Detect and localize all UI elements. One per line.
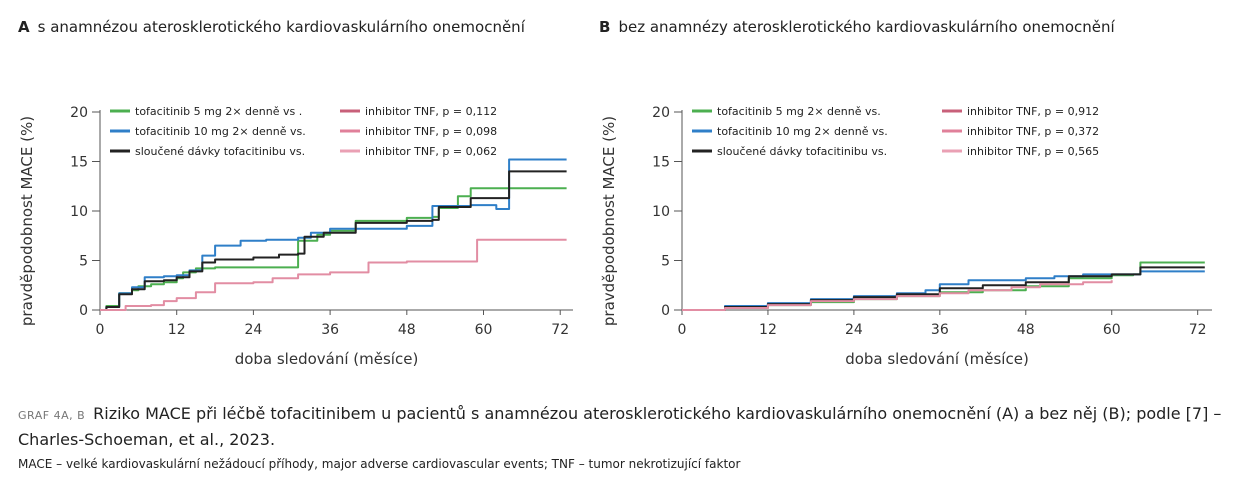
x-tick-label: 12 — [759, 322, 777, 338]
figure-caption: GRAF 4A, B Riziko MACE při léčbě tofaciti… — [18, 402, 1223, 452]
y-tick-label: 15 — [652, 155, 670, 171]
legend-label: tofacitinib 10 mg 2× denně vs. — [135, 125, 306, 138]
legend-label: inhibitor TNF, p = 0,098 — [365, 125, 497, 138]
x-tick-label: 36 — [931, 322, 949, 338]
panel-b-letter: B — [599, 18, 611, 36]
series-line-2 — [100, 158, 567, 311]
legend-label: inhibitor TNF, p = 0,112 — [365, 105, 497, 118]
legend-label: inhibitor TNF, p = 0,062 — [365, 145, 497, 158]
legend-label: inhibitor TNF, p = 0,912 — [967, 105, 1099, 118]
panel-a-title-text: s anamnézou aterosklerotického kardiovas… — [37, 18, 525, 36]
panel-b-title-text: bez anamnézy aterosklerotického kardiova… — [618, 18, 1115, 36]
series-line-2 — [682, 270, 1205, 311]
legend-label: tofacitinib 10 mg 2× denně vs. — [717, 125, 888, 138]
x-tick-label: 48 — [1017, 322, 1035, 338]
x-tick-label: 0 — [96, 322, 105, 338]
y-tick-label: 5 — [661, 254, 670, 270]
y-axis-label: pravděpodobnost MACE (%) — [600, 116, 618, 326]
y-tick-label: 10 — [652, 204, 670, 220]
x-axis-label: doba sledování (měsíce) — [845, 350, 1029, 368]
legend-label: inhibitor TNF, p = 0,372 — [967, 125, 1099, 138]
series-line-4 — [100, 238, 567, 311]
x-tick-label: 60 — [475, 322, 493, 338]
caption-tag: GRAF 4A, B — [18, 409, 86, 422]
x-tick-label: 12 — [168, 322, 186, 338]
y-axis-label: pravděpodobnost MACE (%) — [18, 116, 36, 326]
legend-label: sloučené dávky tofacitinibu vs. — [717, 145, 887, 158]
chart-a: 0 5 10 15 20 0 12 24 36 48 60 72 doba sledování (měs… — [18, 105, 573, 368]
y-tick-label: 5 — [79, 254, 88, 270]
x-tick-label: 48 — [398, 322, 416, 338]
legend-label: inhibitor TNF, p = 0,565 — [967, 145, 1099, 158]
panel-a-letter: A — [18, 18, 30, 36]
caption-text: Riziko MACE při léčbě tofacitinibem u pa… — [18, 404, 1222, 449]
x-tick-label: 72 — [1189, 322, 1207, 338]
series-line-4 — [682, 280, 1113, 311]
chart-b: 0 5 10 15 20 0 12 24 36 48 60 72 doba sledování (měs… — [600, 105, 1212, 368]
legend-label: tofacitinib 5 mg 2× denně vs . — [135, 105, 302, 118]
x-tick-label: 24 — [845, 322, 863, 338]
series-line-1 — [682, 261, 1205, 311]
x-tick-label: 24 — [244, 322, 262, 338]
series-line-3 — [100, 170, 567, 311]
x-tick-label: 36 — [321, 322, 339, 338]
y-tick-label: 0 — [661, 303, 670, 319]
x-axis-label: doba sledování (měsíce) — [235, 350, 419, 368]
y-tick-label: 0 — [79, 303, 88, 319]
legend-label: sloučené dávky tofacitinibu vs. — [135, 145, 305, 158]
y-tick-label: 20 — [70, 105, 88, 121]
y-tick-label: 10 — [70, 204, 88, 220]
x-tick-label: 72 — [551, 322, 569, 338]
series-line-3 — [682, 266, 1205, 311]
x-tick-label: 0 — [678, 322, 687, 338]
figure-footnote: MACE – velké kardiovaskulární nežádoucí … — [18, 457, 741, 471]
y-tick-label: 15 — [70, 155, 88, 171]
legend-label: tofacitinib 5 mg 2× denně vs. — [717, 105, 881, 118]
y-tick-label: 20 — [652, 105, 670, 121]
x-tick-label: 60 — [1103, 322, 1121, 338]
